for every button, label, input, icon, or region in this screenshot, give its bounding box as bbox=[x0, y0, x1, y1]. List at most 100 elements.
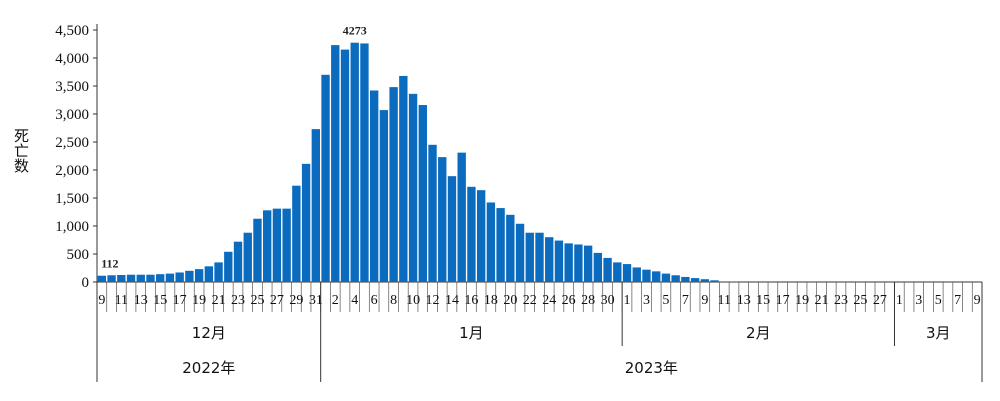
x-day-label: 10 bbox=[406, 293, 420, 308]
bar bbox=[438, 157, 447, 282]
x-day-label: 13 bbox=[134, 293, 148, 308]
x-day-label: 18 bbox=[484, 293, 498, 308]
bar bbox=[613, 262, 622, 282]
x-day-label: 26 bbox=[562, 293, 576, 308]
x-day-label: 15 bbox=[756, 293, 770, 308]
bar bbox=[671, 275, 680, 282]
bar bbox=[622, 264, 632, 282]
bar bbox=[185, 270, 194, 282]
bar bbox=[360, 43, 369, 282]
bar bbox=[418, 105, 427, 282]
axes-layer bbox=[93, 24, 983, 382]
x-day-label: 8 bbox=[390, 293, 397, 308]
bar bbox=[214, 262, 223, 282]
bar bbox=[545, 237, 554, 282]
x-day-label: 17 bbox=[776, 293, 790, 308]
y-tick-label: 2,500 bbox=[55, 135, 89, 151]
y-axis-title: 死亡数 bbox=[12, 128, 30, 173]
bar bbox=[263, 210, 272, 282]
bar bbox=[632, 267, 641, 282]
y-tick-label: 4,500 bbox=[55, 23, 89, 39]
bar bbox=[652, 271, 661, 282]
bar bbox=[146, 274, 155, 282]
y-tick-label: 1,500 bbox=[55, 191, 89, 207]
bar bbox=[506, 214, 515, 282]
x-day-label: 3 bbox=[915, 293, 922, 308]
bar bbox=[117, 275, 126, 282]
data-label: 112 bbox=[101, 257, 118, 271]
bar bbox=[603, 257, 612, 282]
x-day-label: 28 bbox=[581, 293, 595, 308]
x-day-label: 31 bbox=[309, 293, 323, 308]
x-day-label: 15 bbox=[153, 293, 167, 308]
x-day-label: 13 bbox=[737, 293, 751, 308]
bar bbox=[165, 273, 175, 282]
x-day-label: 19 bbox=[192, 293, 206, 308]
x-day-label: 7 bbox=[954, 293, 961, 308]
x-day-label: 22 bbox=[523, 293, 537, 308]
x-day-label: 11 bbox=[115, 293, 128, 308]
bar bbox=[107, 275, 116, 282]
x-day-label: 19 bbox=[795, 293, 809, 308]
year-label: 2023年 bbox=[625, 359, 678, 377]
bar bbox=[175, 272, 184, 282]
x-day-label: 4 bbox=[351, 293, 358, 308]
bar bbox=[321, 74, 330, 282]
bar bbox=[486, 202, 496, 282]
x-day-label: 21 bbox=[212, 293, 226, 308]
bar bbox=[476, 190, 486, 282]
bar bbox=[681, 276, 690, 282]
bar bbox=[194, 269, 204, 282]
x-day-label: 5 bbox=[662, 293, 669, 308]
bar bbox=[292, 185, 301, 282]
bar bbox=[467, 186, 476, 282]
bar bbox=[311, 129, 321, 282]
x-day-label: 1 bbox=[624, 293, 631, 308]
x-day-label: 12 bbox=[426, 293, 440, 308]
y-tick-label: 3,500 bbox=[55, 79, 89, 95]
bar bbox=[136, 274, 145, 282]
bar bbox=[331, 45, 340, 283]
bar bbox=[408, 93, 418, 282]
bars-layer bbox=[97, 42, 739, 283]
bar bbox=[515, 223, 525, 282]
x-day-label: 29 bbox=[289, 293, 303, 308]
month-label: 2月 bbox=[746, 324, 771, 342]
y-tick-label: 2,000 bbox=[55, 163, 89, 179]
bar bbox=[710, 280, 719, 282]
bar bbox=[301, 163, 311, 282]
x-day-label: 23 bbox=[231, 293, 245, 308]
labels-layer: 0 500 1,000 1,500 2,000 2,500 3,000 3,500 4,000 4… bbox=[55, 23, 980, 377]
bar bbox=[272, 208, 282, 282]
bar bbox=[253, 218, 262, 282]
bar bbox=[583, 245, 593, 282]
x-day-label: 14 bbox=[445, 293, 459, 308]
bar bbox=[243, 232, 252, 282]
bar bbox=[700, 279, 710, 282]
x-day-label: 21 bbox=[815, 293, 829, 308]
x-day-label: 25 bbox=[853, 293, 867, 308]
x-day-label: 9 bbox=[701, 293, 708, 308]
month-label: 12月 bbox=[192, 324, 226, 342]
x-day-label: 5 bbox=[935, 293, 942, 308]
x-day-label: 30 bbox=[601, 293, 615, 308]
bar bbox=[535, 232, 544, 282]
bar bbox=[720, 281, 729, 282]
x-day-label: 16 bbox=[464, 293, 478, 308]
bar bbox=[204, 266, 214, 282]
x-day-label: 24 bbox=[542, 293, 556, 308]
y-axis-title-wrap: 死亡数 bbox=[10, 128, 32, 173]
x-day-label: 9 bbox=[98, 293, 105, 308]
x-day-label: 27 bbox=[270, 293, 284, 308]
bar bbox=[593, 252, 603, 282]
x-day-label: 1 bbox=[896, 293, 903, 308]
x-day-label: 2 bbox=[332, 293, 339, 308]
x-day-label: 23 bbox=[834, 293, 848, 308]
bar bbox=[399, 75, 408, 282]
x-day-label: 27 bbox=[873, 293, 887, 308]
bar bbox=[156, 274, 165, 282]
bar bbox=[496, 208, 505, 282]
y-tick-label: 1,000 bbox=[55, 219, 89, 235]
bar bbox=[525, 232, 534, 282]
